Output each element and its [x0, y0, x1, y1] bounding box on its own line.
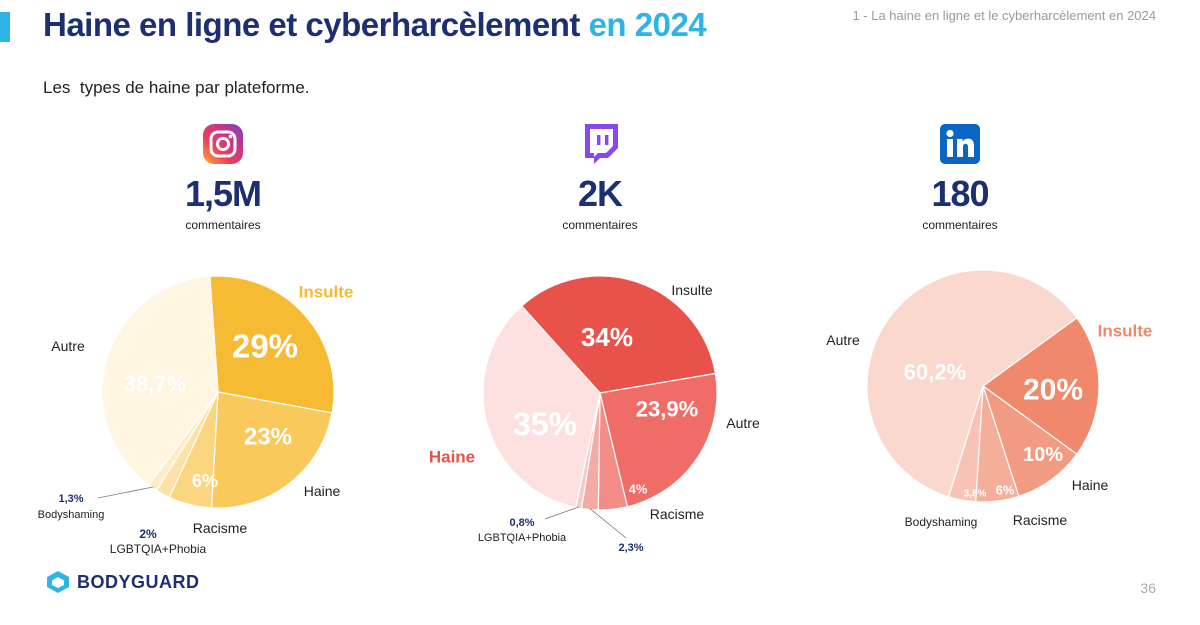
pie-category-label: Autre	[51, 338, 85, 354]
accent-bar	[0, 12, 10, 42]
platform-count: 1,5M	[184, 173, 262, 214]
platform-unit: commentaires	[562, 218, 638, 232]
pie-chart-1: 29% Insulte 23% Haine 6% Racisme 2%LGBTQIA+Pho…	[38, 275, 354, 556]
pie-value-label: 10%	[1023, 444, 1063, 466]
pie-value-label: 23%	[244, 424, 292, 451]
pie-value-label: 2,3%	[618, 542, 643, 554]
page-title: Haine en ligne et cyberharcèlement en 20…	[43, 6, 707, 44]
pie-slice-haine	[981, 384, 1078, 498]
title-highlight: en 2024	[588, 6, 707, 43]
pie-category-label: Racisme	[650, 506, 705, 522]
page-number: 36	[1140, 580, 1156, 596]
leader-line	[589, 508, 627, 539]
platform-instagram: 1,5M commentaires	[93, 120, 353, 232]
pie-value-label: 6%	[996, 483, 1015, 498]
section-label: 1 - La haine en ligne et le cyberharcèle…	[852, 8, 1156, 23]
pie-category-label: LGBTQIA+Phobia	[110, 542, 207, 556]
pie-chart-2: 34% Insulte 23,9% Autre 4%Racisme 2,3% 0,8% LGB…	[429, 275, 760, 554]
pie-value-label: 20%	[1023, 374, 1083, 407]
pie-chart-3: 20% Insulte 10% Haine 6% Racisme 3,8% Bodyshami…	[826, 269, 1153, 529]
platform-count: 180	[931, 173, 989, 214]
bodyguard-logo-icon	[47, 571, 69, 593]
platform-twitch: 2K commentaires	[470, 120, 730, 232]
pie-category-label: Autre	[726, 415, 760, 431]
leader-line	[97, 486, 154, 499]
linkedin-icon	[940, 124, 980, 164]
pie-value-label: 60,2%	[904, 360, 966, 385]
pie-slice-insulte	[209, 275, 335, 414]
pie-category-label: Autre	[826, 332, 860, 348]
pie-slice-autre	[101, 275, 219, 486]
brand-logo: BODYGUARD	[45, 570, 200, 594]
pie-category-label: Insulte	[1098, 322, 1153, 341]
pie-slice-haine	[210, 391, 333, 509]
platform-count: 2K	[577, 173, 623, 214]
pie-value-label: 2%	[139, 527, 157, 541]
pie-value-label: 0,8%	[509, 517, 534, 529]
pie-value-label: 38,7%	[124, 372, 186, 397]
pie-category-label: Haine	[429, 448, 475, 467]
pie-value-label: 34%	[581, 322, 633, 352]
pie-category-label: Bodyshaming	[905, 515, 978, 529]
platform-unit: commentaires	[185, 218, 261, 232]
leader-line	[544, 506, 579, 520]
title-main: Haine en ligne et cyberharcèlement	[43, 6, 580, 43]
pie-value-label: 3,8%	[964, 489, 987, 500]
pie-slice-autre	[866, 269, 1078, 498]
pie-slice-insulte	[981, 316, 1100, 456]
pie-value-label: 1,3%	[58, 493, 83, 505]
pie-category-label: Haine	[304, 483, 341, 499]
pie-category-label: Haine	[1072, 477, 1109, 493]
platform-linkedin: 180 commentaires	[830, 120, 1090, 232]
pie-slice-insulte	[520, 275, 717, 394]
pie-category-label: Bodyshaming	[38, 509, 105, 521]
pie-slice-haine	[482, 305, 601, 509]
pie-value-label: 6%	[192, 471, 218, 491]
pie-category-label: Insulte	[299, 283, 354, 302]
subtitle: Les types de haine par plateforme.	[43, 78, 310, 97]
pie-category-label: LGBTQIA+Phobia	[478, 532, 567, 544]
instagram-icon	[203, 124, 243, 164]
pie-category-label: Racisme	[1013, 512, 1068, 528]
pie-value-label: 29%	[232, 328, 298, 365]
pie-category-label: Insulte	[671, 282, 712, 298]
brand-name: BODYGUARD	[77, 571, 200, 592]
twitch-icon	[585, 124, 618, 164]
pie-slice-autre	[599, 372, 718, 508]
platform-unit: commentaires	[922, 218, 998, 232]
pie-value-label: 4%	[629, 482, 648, 497]
pie-category-label: Racisme	[193, 520, 248, 536]
pie-value-label: 23,9%	[636, 397, 698, 422]
pie-value-label: 35%	[513, 406, 577, 442]
